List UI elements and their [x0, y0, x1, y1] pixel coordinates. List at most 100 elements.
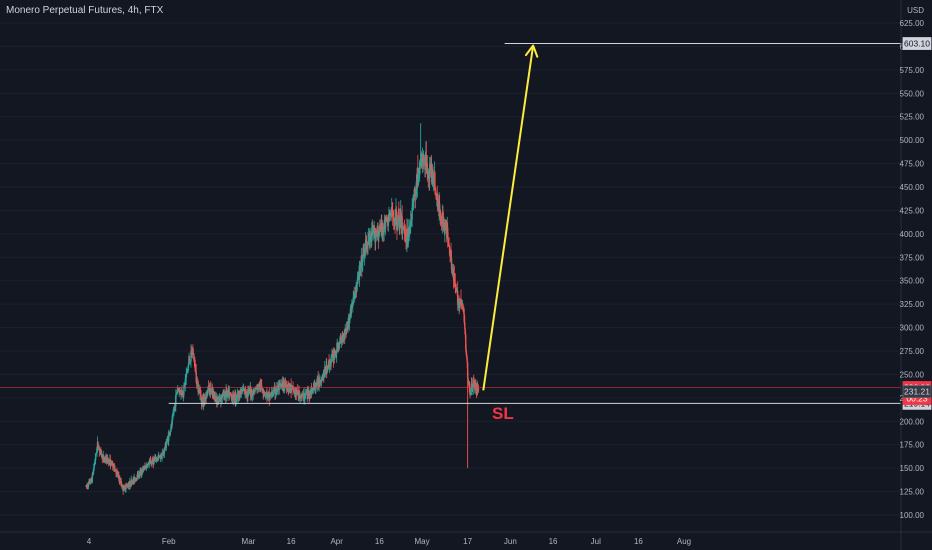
candle-body	[445, 222, 447, 224]
candle-body	[88, 481, 90, 483]
candle-body	[186, 370, 188, 372]
candle-body	[218, 398, 220, 400]
candle-body	[106, 456, 109, 463]
candle-body	[281, 383, 283, 385]
candle-body	[386, 217, 389, 222]
candle-body	[274, 393, 277, 394]
candle-body	[280, 384, 283, 387]
candle-body	[364, 239, 367, 244]
candle-body	[187, 362, 190, 366]
candle-body	[214, 401, 216, 402]
candle-body	[420, 159, 423, 167]
candle-body	[194, 360, 196, 364]
candle-body	[154, 458, 156, 460]
candle-body	[181, 391, 184, 396]
candle-body	[229, 392, 232, 395]
candle-body	[94, 453, 97, 461]
candle-body	[173, 406, 176, 411]
candle-body	[236, 397, 238, 399]
candle-body	[303, 397, 306, 399]
current-price-tag-text: 00:23	[906, 393, 928, 403]
arrow-head[interactable]	[524, 44, 539, 58]
candle-body	[405, 239, 407, 243]
candle-body	[326, 368, 328, 374]
candle-body	[384, 216, 387, 230]
candle-body	[399, 217, 401, 229]
candle-body	[161, 455, 163, 459]
time-tick-label: Mar	[242, 537, 256, 546]
candle-body	[358, 269, 361, 280]
candle-body	[115, 471, 118, 474]
candle-body	[201, 398, 204, 400]
candle-body	[425, 155, 428, 170]
candle-body	[382, 226, 384, 233]
candle-body	[178, 388, 181, 390]
candle-body	[87, 486, 89, 488]
candle-body	[178, 388, 180, 393]
arrow-shaft[interactable]	[482, 45, 535, 391]
candle-body	[210, 390, 213, 392]
candle-body	[329, 361, 331, 364]
candle-body	[93, 464, 95, 469]
candle-body	[140, 470, 142, 474]
candle-body	[377, 230, 379, 236]
candle-body	[261, 390, 264, 393]
last-price-tag-bg	[902, 385, 932, 398]
price-tick-label: 400.00	[900, 230, 925, 239]
candle-body	[294, 390, 296, 392]
candle-body	[328, 361, 331, 368]
candle-body	[438, 203, 441, 216]
candle-body	[230, 395, 233, 397]
time-axis[interactable]: 4 Feb Mar 16 Apr 16 May 17 Jun 16 Jul 16 Aug	[87, 537, 691, 546]
candle-body	[398, 212, 400, 220]
candle-body	[414, 188, 416, 193]
candle-body	[334, 351, 336, 355]
candle-body	[412, 201, 415, 203]
candle-body	[200, 394, 202, 398]
candle-body	[170, 424, 172, 431]
candle-body	[137, 473, 139, 478]
candle-body	[302, 393, 305, 399]
candle-body	[254, 388, 256, 393]
candle-body	[354, 287, 357, 293]
candle-body	[192, 352, 195, 354]
candle-body	[209, 387, 212, 393]
candle-body	[415, 181, 418, 196]
candle-body	[373, 228, 375, 233]
candle-body	[463, 314, 466, 323]
target-arrow[interactable]	[482, 44, 539, 391]
candle-body	[440, 216, 442, 221]
candle-body	[163, 453, 165, 454]
candle-body	[304, 394, 307, 395]
candle-body	[401, 230, 404, 234]
candle-body	[340, 338, 343, 343]
candle-body	[330, 360, 332, 367]
candle-body	[86, 485, 89, 487]
price-tick-label: 150.00	[900, 464, 925, 473]
candle-body	[165, 444, 168, 448]
candle-body	[190, 351, 192, 362]
time-tick-label: 16	[634, 537, 643, 546]
candle-body	[407, 243, 409, 245]
candle-body	[435, 190, 437, 196]
candle-body	[131, 480, 133, 485]
candle-body	[345, 330, 348, 332]
candle-body	[357, 276, 359, 278]
candle-body	[424, 159, 427, 170]
candle-body	[139, 472, 141, 475]
candle-body	[352, 304, 354, 307]
candle-body	[148, 462, 150, 465]
candle-body	[103, 456, 105, 460]
candle-body	[248, 390, 250, 392]
candle-body	[134, 478, 136, 482]
price-tick-label: 175.00	[900, 441, 925, 450]
candle-body	[385, 216, 387, 218]
price-axis[interactable]: 100.00125.00150.00175.00200.00225.00250.…	[900, 19, 925, 520]
candle-body	[368, 239, 370, 241]
candle-body	[91, 474, 94, 483]
horizontal-levels[interactable]	[0, 43, 901, 404]
candle-body	[93, 468, 95, 471]
candle-body	[409, 227, 411, 228]
